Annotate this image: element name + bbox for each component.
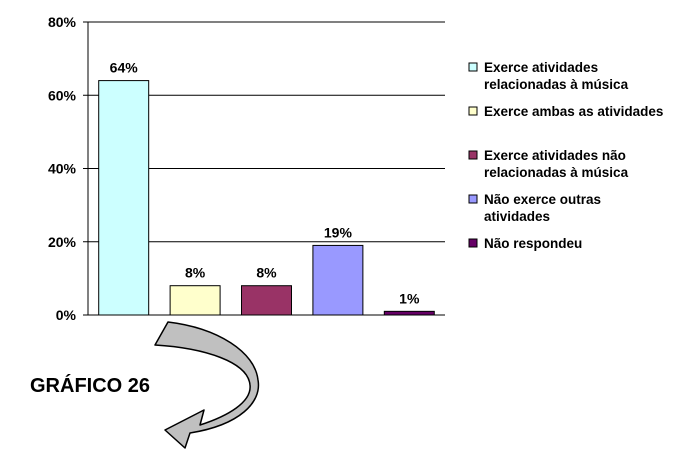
legend-swatch <box>468 194 478 204</box>
y-tick-labels: 0% 20% 40% 60% 80% <box>48 14 77 323</box>
legend: Exerce atividades relacionadas à música Ex… <box>468 60 663 251</box>
chart-caption: GRÁFICO 26 <box>30 374 150 397</box>
legend-entry: Exerce atividades não <box>484 148 626 163</box>
data-label: 1% <box>399 290 420 306</box>
bar <box>169 285 221 316</box>
bar <box>98 80 150 316</box>
legend-entry: Exerce ambas as atividades <box>484 104 663 119</box>
legend-swatch <box>468 62 478 72</box>
legend-swatch <box>468 238 478 248</box>
y-tick-label: 80% <box>48 14 77 30</box>
curved-arrow-icon <box>154 321 260 449</box>
legend-entry: Não exerce outras <box>484 192 601 207</box>
legend-swatch <box>468 150 478 160</box>
data-label: 8% <box>256 265 277 281</box>
bar <box>241 285 292 316</box>
legend-swatch <box>468 106 478 116</box>
y-tick-label: 0% <box>56 307 77 323</box>
data-label: 64% <box>110 60 139 76</box>
y-tick-label: 20% <box>48 234 77 250</box>
y-axis <box>83 21 89 316</box>
bars <box>98 80 435 316</box>
data-label: 8% <box>185 265 206 281</box>
legend-entry: relacionadas à música <box>484 77 629 92</box>
y-tick-label: 60% <box>48 87 77 103</box>
legend-entry: Exerce atividades <box>484 60 598 75</box>
y-tick-label: 40% <box>48 161 77 177</box>
legend-entry: Não respondeu <box>484 236 582 251</box>
legend-entry: atividades <box>484 209 550 224</box>
legend-entry: relacionadas à música <box>484 165 629 180</box>
bar <box>312 244 364 316</box>
data-labels: 64% 8% 8% 19% 1% <box>110 60 420 307</box>
data-label: 19% <box>324 224 353 240</box>
bar <box>383 310 435 316</box>
